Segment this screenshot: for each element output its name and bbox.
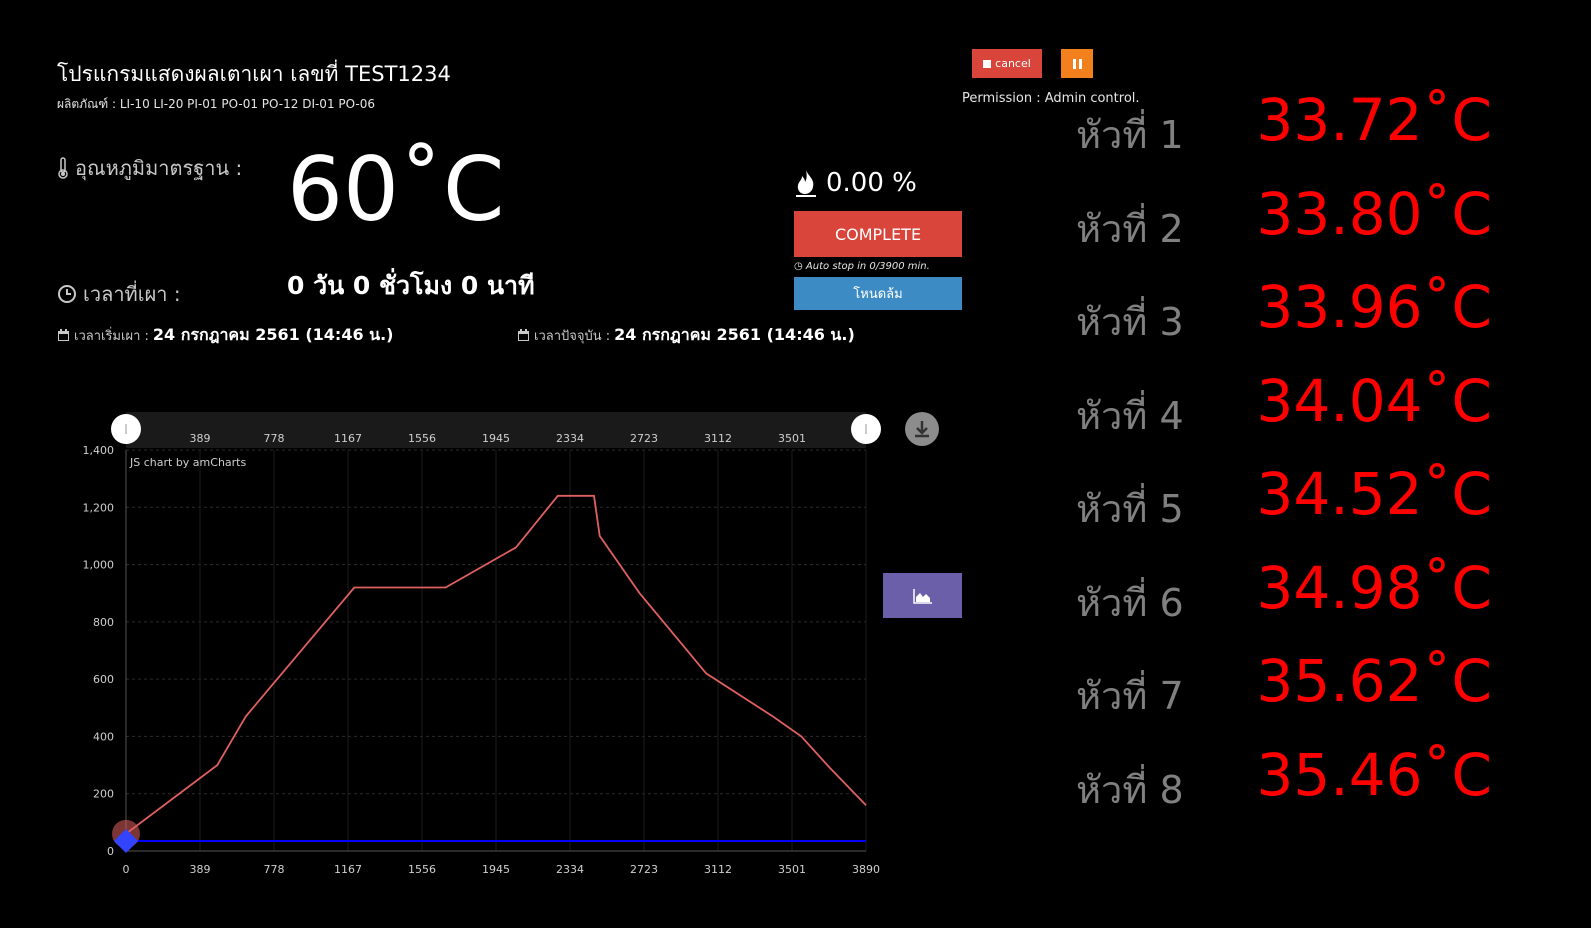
head-value: 33.72˚C [1256, 86, 1492, 154]
head-value: 33.96˚C [1256, 273, 1492, 341]
standard-temp-label: อุณหภูมิมาตรฐาน : [57, 152, 242, 184]
head-label: หัวที่ 4 [1076, 394, 1184, 438]
start-time-label: เวลาเริ่มเผา : [74, 329, 149, 344]
pause-icon [1078, 58, 1082, 69]
firing-time-value: 0 วัน 0 ชั่วโมง 0 นาที [287, 271, 535, 300]
y-tick-label: 1,200 [83, 501, 115, 514]
calendar-icon [58, 329, 69, 341]
x-tick-label: 1167 [334, 863, 362, 876]
chart-type-button[interactable] [883, 573, 962, 618]
x-tick-label: 0 [123, 863, 130, 876]
product-list: ผลิตภัณฑ์ : LI-10 LI-20 PI-01 PO-01 PO-1… [57, 95, 375, 114]
firing-time-label-text: เวลาที่เผา : [83, 282, 181, 306]
firing-time-label: เวลาที่เผา : [57, 278, 181, 310]
x-tick-label: 2334 [556, 863, 584, 876]
x-tick-label: 3890 [852, 863, 880, 876]
current-time-value: 24 กรกฎาคม 2561 (14:46 น.) [614, 325, 855, 344]
stop-icon [983, 59, 992, 68]
y-tick-label: 800 [93, 616, 114, 629]
fire-percent: 0.00 % [794, 168, 917, 198]
head-value: 34.52˚C [1256, 460, 1492, 528]
head-label: หัวที่ 2 [1076, 207, 1184, 251]
clock-icon [58, 285, 76, 303]
complete-button[interactable]: COMPLETE [794, 211, 962, 257]
scrollbar-tick-label: 2334 [556, 432, 584, 445]
y-tick-label: 1,400 [83, 444, 115, 457]
x-tick-label: 389 [190, 863, 211, 876]
calendar-icon [518, 329, 529, 341]
head-value: 35.62˚C [1256, 647, 1492, 715]
products-value: LI-10 LI-20 PI-01 PO-01 PO-12 DI-01 PO-0… [119, 97, 376, 111]
fire-percent-value: 0.00 % [826, 168, 917, 198]
products-label: ผลิตภัณฑ์ : [57, 97, 117, 111]
temperature-chart: 389 778 1167 1556 1945 2334 2723 3112 3501 0 200 40… [83, 412, 939, 876]
scrollbar-tick-label: 1945 [482, 432, 510, 445]
y-tick-label: 200 [93, 788, 114, 801]
pause-icon [1072, 58, 1076, 69]
head-value: 34.98˚C [1256, 554, 1492, 622]
head-value: 34.04˚C [1256, 367, 1492, 435]
start-time: เวลาเริ่มเผา : 24 กรกฎาคม 2561 (14:46 น.… [57, 323, 393, 348]
scrollbar-tick-label: 3112 [704, 432, 732, 445]
x-tick-label: 3501 [778, 863, 806, 876]
head-label: หัวที่ 7 [1076, 674, 1184, 718]
chart-credit: JS chart by amCharts [129, 456, 246, 469]
current-time: เวลาปัจจุบัน : 24 กรกฎาคม 2561 (14:46 น.… [517, 323, 855, 348]
page-title: โปรแกรมแสดงผลเตาเผา เลขที่ TEST1234 [57, 62, 451, 86]
pause-button[interactable] [1061, 49, 1093, 78]
permission-text: Permission : Admin control. [962, 91, 1140, 106]
head-label: หัวที่ 8 [1076, 768, 1184, 812]
x-tick-label: 2723 [630, 863, 658, 876]
scrollbar-tick-label: 778 [264, 432, 285, 445]
cancel-button[interactable]: cancel [972, 49, 1042, 78]
scrollbar-tick-label: 3501 [778, 432, 806, 445]
download-icon [915, 421, 929, 438]
x-tick-label: 3112 [704, 863, 732, 876]
scrollbar-tick-label: 1556 [408, 432, 436, 445]
scrollbar-tick-label: 389 [190, 432, 211, 445]
head-label: หัวที่ 6 [1076, 581, 1184, 625]
chart-scrollbar[interactable] [126, 412, 866, 448]
head-label: หัวที่ 1 [1076, 113, 1184, 157]
area-chart-icon [912, 588, 932, 604]
series-line [125, 494, 867, 835]
head-label: หัวที่ 5 [1076, 487, 1184, 531]
y-tick-label: 1,000 [83, 559, 115, 572]
current-time-label: เวลาปัจจุบัน : [534, 329, 611, 344]
head-label: หัวที่ 3 [1076, 300, 1184, 344]
x-tick-label: 1556 [408, 863, 436, 876]
head-value: 35.46˚C [1256, 741, 1492, 809]
scrollbar-tick-label: 2723 [630, 432, 658, 445]
y-tick-label: 600 [93, 673, 114, 686]
y-tick-label: 400 [93, 730, 114, 743]
mode-button[interactable]: โหนดล้ม [794, 277, 962, 310]
standard-temp-value: 60˚C [287, 138, 505, 241]
start-time-value: 24 กรกฎาคม 2561 (14:46 น.) [152, 325, 394, 344]
head-value: 33.80˚C [1256, 180, 1492, 248]
x-tick-label: 1945 [482, 863, 510, 876]
series-bullet[interactable] [114, 828, 138, 853]
scrollbar-tick-label: 1167 [334, 432, 362, 445]
y-tick-label: 0 [107, 845, 114, 858]
standard-temp-label-text: อุณหภูมิมาตรฐาน : [75, 156, 243, 180]
autostop-text: ◷ Auto stop in 0/3900 min. [794, 261, 930, 272]
fire-icon [796, 170, 816, 197]
cancel-button-label: cancel [995, 57, 1031, 70]
x-tick-label: 778 [264, 863, 285, 876]
autostop-label: Auto stop in 0/3900 min. [805, 261, 930, 272]
clock-icon: ◷ [794, 261, 803, 272]
thermometer-icon [58, 157, 68, 179]
